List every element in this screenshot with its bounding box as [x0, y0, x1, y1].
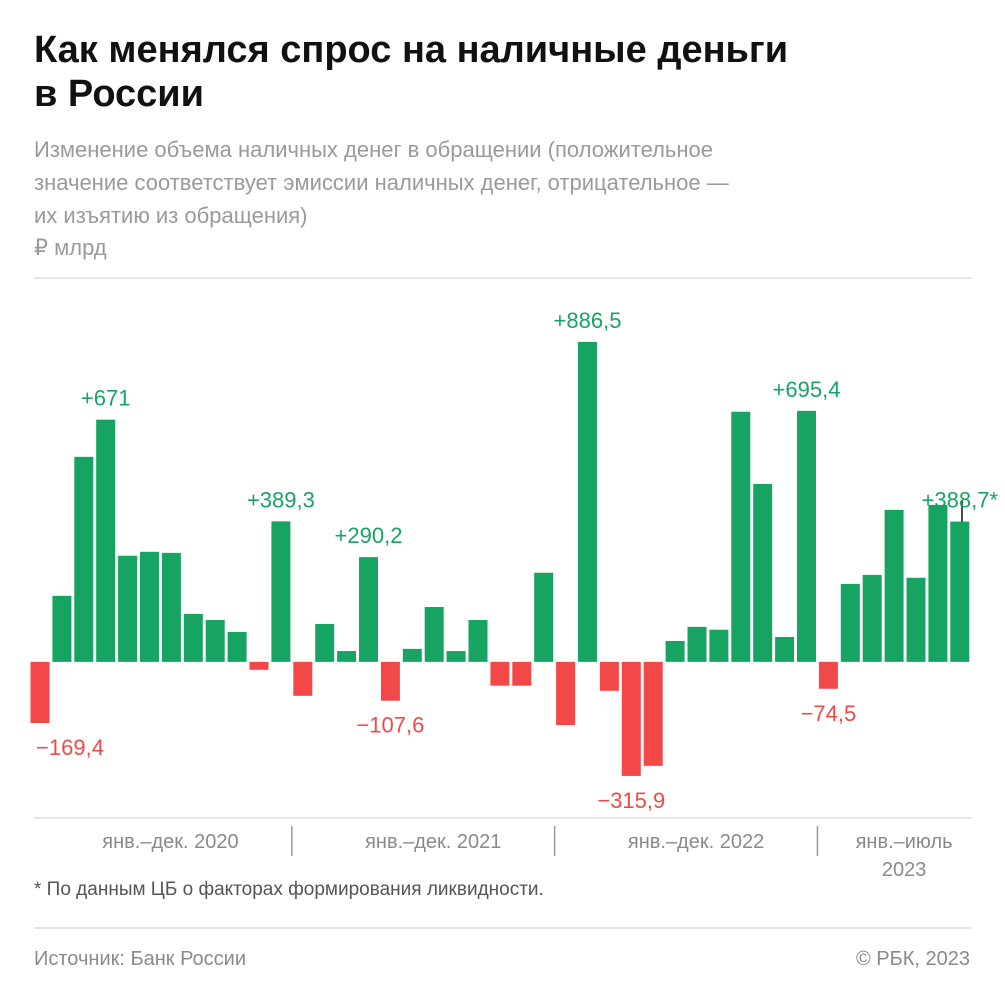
title-line: Как менялся спрос на наличные деньги — [34, 29, 788, 71]
source: Источник: Банк России — [34, 948, 246, 970]
value-label: +886,5 — [554, 308, 622, 333]
bar — [402, 648, 422, 662]
bar — [928, 504, 948, 662]
value-label: +671 — [81, 386, 131, 411]
bar — [30, 661, 50, 724]
value-label: +388,7* — [922, 488, 999, 513]
footnote: * По данным ЦБ о факторах формирования л… — [34, 879, 544, 900]
bar — [249, 661, 269, 670]
bar — [621, 661, 641, 776]
bar — [862, 574, 882, 662]
bar — [337, 651, 357, 662]
value-label: −315,9 — [597, 788, 665, 813]
bar — [840, 583, 860, 662]
bar — [709, 629, 729, 662]
bar — [161, 552, 181, 662]
x-group-label: 2023 — [882, 859, 927, 881]
copyright: © РБК, 2023 — [856, 948, 970, 970]
unit-label: ₽ млрд — [34, 235, 107, 260]
bar — [599, 661, 619, 691]
bar — [797, 410, 816, 662]
x-group-label: янв.–дек. 2022 — [628, 831, 764, 853]
bar — [643, 661, 663, 766]
bar — [687, 626, 707, 662]
bar — [468, 620, 488, 662]
bar — [118, 555, 138, 662]
bar — [140, 551, 159, 662]
bar — [74, 456, 94, 662]
bar — [315, 623, 335, 662]
bar — [775, 636, 795, 662]
value-label: +290,2 — [335, 523, 403, 548]
bar — [380, 661, 400, 701]
value-label: −107,6 — [356, 713, 424, 738]
bar — [665, 640, 685, 662]
bar — [818, 661, 838, 689]
bar — [906, 577, 926, 662]
bar — [534, 572, 554, 662]
value-label: +389,3 — [247, 487, 315, 512]
bar — [359, 557, 378, 662]
subtitle-line: значение соответствует эмиссии наличных … — [34, 170, 729, 195]
subtitle-line: их изъятию из обращения) — [34, 203, 308, 228]
bar — [183, 613, 203, 662]
bar — [490, 661, 510, 686]
bar — [950, 521, 970, 662]
value-label: +695,4 — [773, 377, 841, 402]
bar — [512, 661, 532, 686]
value-label: −74,5 — [801, 701, 857, 726]
bar — [52, 595, 72, 662]
bar — [578, 341, 597, 662]
bar — [753, 483, 773, 662]
bar — [271, 521, 291, 662]
x-group-label: янв.–дек. 2020 — [102, 831, 238, 853]
bar — [205, 620, 225, 662]
subtitle-line: Изменение объема наличных денег в обраще… — [34, 137, 713, 162]
bar — [446, 651, 466, 662]
x-group-label: янв.–дек. 2021 — [365, 831, 501, 853]
x-group-label: янв.–июль — [856, 831, 953, 853]
bar — [293, 661, 313, 696]
value-label: −169,4 — [36, 735, 104, 760]
bar — [227, 631, 247, 662]
bar — [96, 419, 116, 662]
bar — [556, 661, 576, 726]
bar — [731, 411, 751, 662]
title-line: в России — [34, 73, 204, 115]
bar — [884, 509, 904, 662]
bar — [424, 607, 444, 662]
